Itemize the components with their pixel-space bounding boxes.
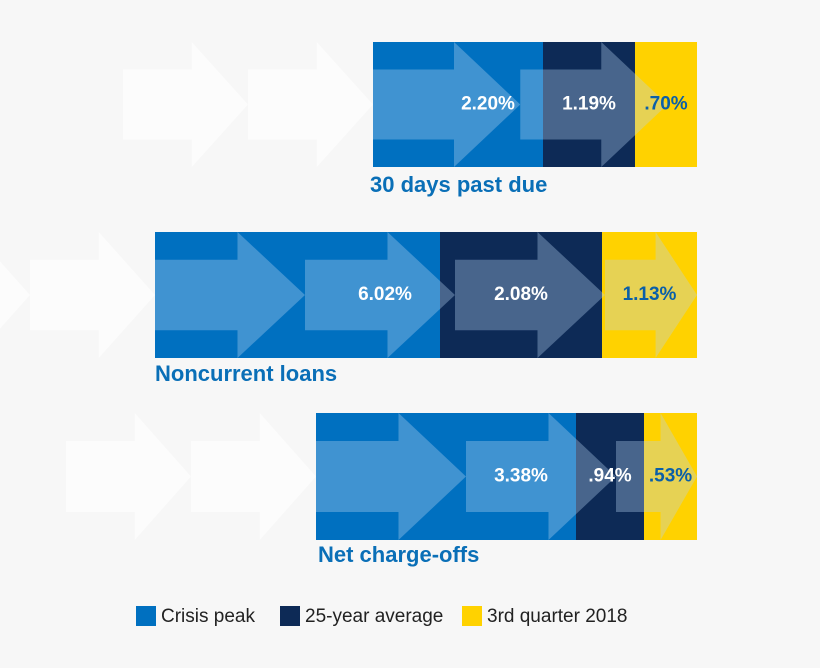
arrow-decoration xyxy=(616,413,697,540)
arrow-decoration xyxy=(30,232,155,358)
value-label: .94% xyxy=(588,466,631,487)
arrow-decoration xyxy=(0,261,30,329)
arrow-decoration xyxy=(455,232,605,358)
category-label: Net charge-offs xyxy=(318,542,479,567)
arrow-decoration xyxy=(373,42,521,167)
value-label: 6.02% xyxy=(358,284,412,305)
arrow-decoration xyxy=(316,413,466,540)
arrow-decoration xyxy=(191,413,316,540)
bar-segment xyxy=(155,232,440,358)
value-label: .70% xyxy=(644,94,687,115)
legend-label: 3rd quarter 2018 xyxy=(487,606,628,627)
arrow-decoration xyxy=(248,42,373,167)
arrow-decoration xyxy=(155,232,305,358)
value-label: .53% xyxy=(649,466,692,487)
value-label: 2.08% xyxy=(494,284,548,305)
arrow-decoration xyxy=(605,232,697,358)
arrow-decoration xyxy=(66,413,191,540)
bar-segment xyxy=(316,413,576,540)
category-label: Noncurrent loans xyxy=(155,361,337,386)
legend-swatch xyxy=(280,606,300,626)
bar-segment xyxy=(644,413,697,540)
bar-segment xyxy=(635,42,697,167)
bar-segment xyxy=(602,232,697,358)
arrow-decoration xyxy=(520,42,668,167)
legend-label: 25-year average xyxy=(305,606,443,627)
value-label: 2.20% xyxy=(461,94,515,115)
arrow-decoration xyxy=(466,413,616,540)
legend-swatch xyxy=(462,606,482,626)
bar-segment xyxy=(543,42,635,167)
bar-segment xyxy=(440,232,602,358)
arrow-decoration xyxy=(305,232,455,358)
value-label: 1.13% xyxy=(623,284,677,305)
category-label: 30 days past due xyxy=(370,172,547,197)
legend-label: Crisis peak xyxy=(161,606,255,627)
bar-segment xyxy=(373,42,543,167)
value-label: 3.38% xyxy=(494,466,548,487)
value-label: 1.19% xyxy=(562,94,616,115)
legend-swatch xyxy=(136,606,156,626)
arrow-decoration xyxy=(123,42,248,167)
bar-segment xyxy=(576,413,644,540)
